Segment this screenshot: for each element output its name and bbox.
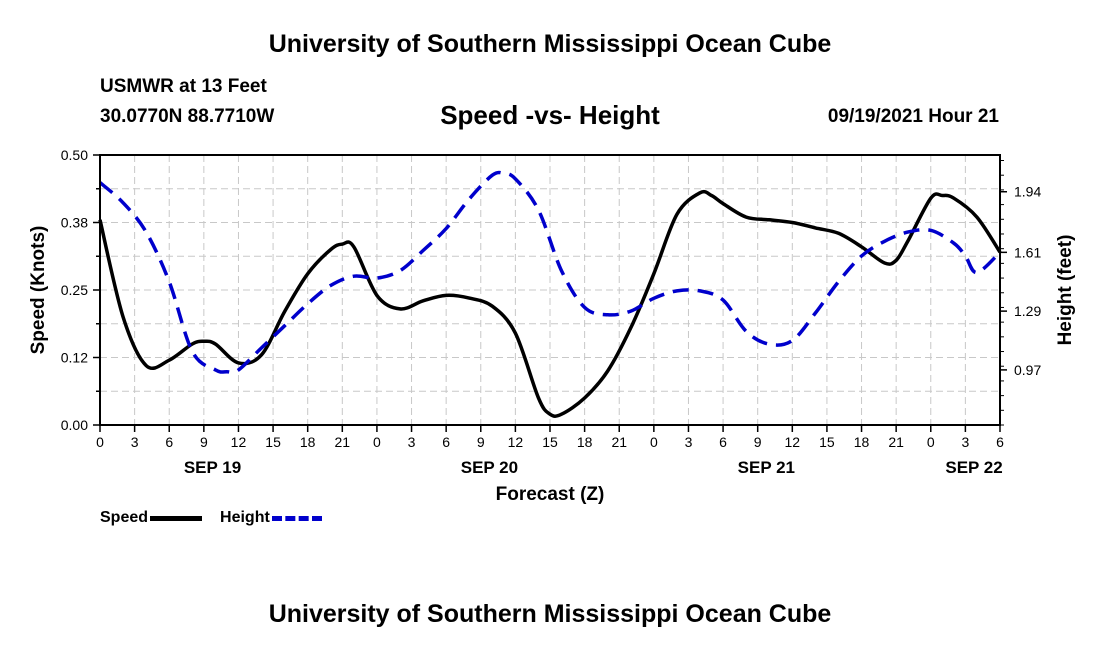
grid-lines [100, 155, 1000, 425]
page-title-top: University of Southern Mississippi Ocean… [268, 30, 832, 58]
x-tick-label: 3 [685, 434, 693, 450]
page-title-bottom: University of Southern Mississippi Ocean… [268, 600, 832, 628]
y-axis-label: Speed (Knots) [28, 226, 49, 355]
station-label: USMWR at 13 Feet [100, 76, 267, 97]
x-tick-label: 15 [819, 434, 835, 450]
legend-item-speed: Speed [100, 509, 203, 527]
chart-title: Speed -vs- Height [440, 100, 660, 130]
x-tick-label: 3 [131, 434, 139, 450]
x-tick-label: 18 [854, 434, 870, 450]
legend: Speed Height [100, 509, 340, 527]
x-tick-label: 21 [335, 434, 351, 450]
legend-label-height: Height [220, 509, 270, 526]
x-tick-label: 6 [719, 434, 727, 450]
y2-tick-label: 0.97 [1014, 362, 1041, 378]
x-tick-label: 3 [408, 434, 416, 450]
x-tick-label: 12 [785, 434, 801, 450]
y2-axis-label: Height (feet) [1055, 235, 1076, 346]
legend-swatch-height [271, 515, 322, 521]
date-label: SEP 21 [738, 458, 795, 477]
y-tick-label: 0.12 [61, 350, 88, 366]
x-tick-label: 9 [200, 434, 208, 450]
x-axis-label: Forecast (Z) [496, 484, 605, 505]
x-tick-label: 12 [508, 434, 524, 450]
station-coordinates: 30.0770N 88.7710W [100, 106, 275, 127]
axis-ticks: 0 3 6 9 12 15 18 21 0 3 6 9 12 15 18 21 0 3 6 9 12 15 18 21 0 3 6S… [61, 147, 1042, 477]
date-label: SEP 19 [184, 458, 241, 477]
y2-tick-label: 1.61 [1014, 244, 1041, 260]
series-group [98, 170, 1002, 418]
x-tick-label: 15 [542, 434, 558, 450]
y-tick-label: 0.00 [61, 417, 88, 433]
date-label: SEP 20 [461, 458, 518, 477]
x-tick-label: 0 [650, 434, 658, 450]
legend-swatch-speed [150, 515, 203, 521]
x-tick-label: 0 [96, 434, 104, 450]
x-tick-label: 18 [577, 434, 593, 450]
x-tick-label: 9 [477, 434, 485, 450]
x-tick-label: 6 [996, 434, 1004, 450]
x-tick-label: 12 [231, 434, 247, 450]
x-tick-label: 0 [927, 434, 935, 450]
y-tick-label: 0.25 [61, 282, 88, 298]
x-tick-label: 9 [754, 434, 762, 450]
x-tick-label: 6 [165, 434, 173, 450]
x-tick-label: 0 [373, 434, 381, 450]
legend-label-speed: Speed [100, 509, 149, 526]
y2-tick-label: 1.29 [1014, 303, 1041, 319]
forecast-datetime: 09/19/2021 Hour 21 [827, 106, 999, 127]
x-tick-label: 15 [265, 434, 281, 450]
series-line-height [98, 170, 1002, 375]
y-tick-label: 0.50 [61, 147, 88, 163]
legend-item-height: Height [220, 509, 322, 527]
y2-tick-label: 1.94 [1014, 184, 1041, 200]
x-tick-label: 21 [888, 434, 904, 450]
y-tick-label: 0.38 [61, 215, 88, 231]
x-tick-label: 6 [442, 434, 450, 450]
x-tick-label: 21 [611, 434, 627, 450]
x-tick-label: 3 [961, 434, 969, 450]
x-tick-label: 18 [300, 434, 316, 450]
date-label: SEP 22 [945, 458, 1002, 477]
